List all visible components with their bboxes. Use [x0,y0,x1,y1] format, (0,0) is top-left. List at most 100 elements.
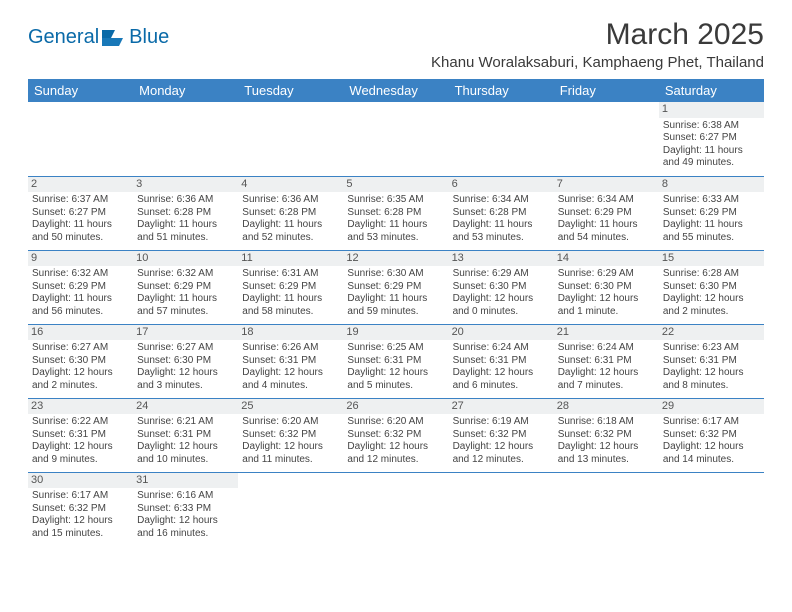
day-number: 31 [133,473,238,489]
calendar-cell: 25Sunrise: 6:20 AMSunset: 6:32 PMDayligh… [238,398,343,472]
calendar-cell: 22Sunrise: 6:23 AMSunset: 6:31 PMDayligh… [659,324,764,398]
sunrise-text: Sunrise: 6:31 AM [242,268,339,281]
daylight-text: Daylight: 12 hours and 14 minutes. [663,441,760,466]
day-number: 8 [659,177,764,193]
sunset-text: Sunset: 6:28 PM [242,207,339,220]
sunset-text: Sunset: 6:32 PM [453,429,550,442]
calendar-cell: 4Sunrise: 6:36 AMSunset: 6:28 PMDaylight… [238,176,343,250]
daylight-text: Daylight: 12 hours and 11 minutes. [242,441,339,466]
daylight-text: Daylight: 11 hours and 51 minutes. [137,219,234,244]
day-number: 1 [659,102,764,118]
sunset-text: Sunset: 6:33 PM [137,503,234,516]
day-number: 5 [343,177,448,193]
calendar-cell: 24Sunrise: 6:21 AMSunset: 6:31 PMDayligh… [133,398,238,472]
sunset-text: Sunset: 6:30 PM [32,355,129,368]
day-number: 15 [659,251,764,267]
sunrise-text: Sunrise: 6:17 AM [32,490,129,503]
daylight-text: Daylight: 12 hours and 8 minutes. [663,367,760,392]
sunset-text: Sunset: 6:29 PM [32,281,129,294]
sunrise-text: Sunrise: 6:29 AM [453,268,550,281]
calendar-cell: 21Sunrise: 6:24 AMSunset: 6:31 PMDayligh… [554,324,659,398]
sunrise-text: Sunrise: 6:24 AM [453,342,550,355]
calendar-cell: 7Sunrise: 6:34 AMSunset: 6:29 PMDaylight… [554,176,659,250]
day-number: 20 [449,325,554,341]
daylight-text: Daylight: 11 hours and 54 minutes. [558,219,655,244]
day-number: 24 [133,399,238,415]
daylight-text: Daylight: 11 hours and 49 minutes. [663,145,760,170]
day-number: 10 [133,251,238,267]
calendar-cell [554,472,659,544]
calendar-cell: 19Sunrise: 6:25 AMSunset: 6:31 PMDayligh… [343,324,448,398]
calendar-cell: 31Sunrise: 6:16 AMSunset: 6:33 PMDayligh… [133,472,238,544]
sunset-text: Sunset: 6:31 PM [558,355,655,368]
sunrise-text: Sunrise: 6:23 AM [663,342,760,355]
sunrise-text: Sunrise: 6:20 AM [242,416,339,429]
daylight-text: Daylight: 11 hours and 53 minutes. [347,219,444,244]
sunrise-text: Sunrise: 6:27 AM [32,342,129,355]
daylight-text: Daylight: 12 hours and 7 minutes. [558,367,655,392]
calendar-cell [238,472,343,544]
sunrise-text: Sunrise: 6:35 AM [347,194,444,207]
calendar-week: 2Sunrise: 6:37 AMSunset: 6:27 PMDaylight… [28,176,764,250]
daylight-text: Daylight: 12 hours and 3 minutes. [137,367,234,392]
day-number [28,102,133,118]
day-number: 29 [659,399,764,415]
col-header: Thursday [449,79,554,102]
day-number [343,473,448,489]
flag-icon [101,28,127,48]
daylight-text: Daylight: 11 hours and 50 minutes. [32,219,129,244]
calendar-body: 1Sunrise: 6:38 AMSunset: 6:27 PMDaylight… [28,102,764,544]
daylight-text: Daylight: 12 hours and 6 minutes. [453,367,550,392]
calendar-cell: 10Sunrise: 6:32 AMSunset: 6:29 PMDayligh… [133,250,238,324]
calendar-cell [554,102,659,176]
day-number: 25 [238,399,343,415]
calendar-cell: 26Sunrise: 6:20 AMSunset: 6:32 PMDayligh… [343,398,448,472]
calendar-cell: 14Sunrise: 6:29 AMSunset: 6:30 PMDayligh… [554,250,659,324]
sunrise-text: Sunrise: 6:32 AM [137,268,234,281]
sunset-text: Sunset: 6:27 PM [32,207,129,220]
calendar-cell: 12Sunrise: 6:30 AMSunset: 6:29 PMDayligh… [343,250,448,324]
sunrise-text: Sunrise: 6:27 AM [137,342,234,355]
daylight-text: Daylight: 12 hours and 13 minutes. [558,441,655,466]
calendar-cell [449,472,554,544]
day-number: 21 [554,325,659,341]
sunset-text: Sunset: 6:31 PM [242,355,339,368]
col-header: Friday [554,79,659,102]
day-number [449,473,554,489]
day-number: 13 [449,251,554,267]
calendar-cell: 17Sunrise: 6:27 AMSunset: 6:30 PMDayligh… [133,324,238,398]
day-number [343,102,448,118]
brand-name-1: General [28,26,99,49]
daylight-text: Daylight: 11 hours and 56 minutes. [32,293,129,318]
day-number: 27 [449,399,554,415]
day-number: 23 [28,399,133,415]
page-title: March 2025 [606,18,764,52]
sunrise-text: Sunrise: 6:37 AM [32,194,129,207]
sunset-text: Sunset: 6:28 PM [137,207,234,220]
calendar-cell [449,102,554,176]
sunset-text: Sunset: 6:29 PM [137,281,234,294]
calendar-cell: 1Sunrise: 6:38 AMSunset: 6:27 PMDaylight… [659,102,764,176]
day-number: 9 [28,251,133,267]
sunset-text: Sunset: 6:30 PM [663,281,760,294]
calendar-cell: 6Sunrise: 6:34 AMSunset: 6:28 PMDaylight… [449,176,554,250]
sunrise-text: Sunrise: 6:33 AM [663,194,760,207]
calendar-cell: 16Sunrise: 6:27 AMSunset: 6:30 PMDayligh… [28,324,133,398]
day-number [554,102,659,118]
day-number [133,102,238,118]
day-number: 16 [28,325,133,341]
header: General Blue March 2025 [28,18,764,52]
calendar-cell [238,102,343,176]
col-header: Tuesday [238,79,343,102]
daylight-text: Daylight: 12 hours and 4 minutes. [242,367,339,392]
calendar-cell [133,102,238,176]
calendar-cell: 5Sunrise: 6:35 AMSunset: 6:28 PMDaylight… [343,176,448,250]
day-number: 3 [133,177,238,193]
sunrise-text: Sunrise: 6:26 AM [242,342,339,355]
day-number: 17 [133,325,238,341]
day-number: 28 [554,399,659,415]
calendar-cell: 23Sunrise: 6:22 AMSunset: 6:31 PMDayligh… [28,398,133,472]
calendar-cell [28,102,133,176]
daylight-text: Daylight: 11 hours and 58 minutes. [242,293,339,318]
sunset-text: Sunset: 6:32 PM [242,429,339,442]
